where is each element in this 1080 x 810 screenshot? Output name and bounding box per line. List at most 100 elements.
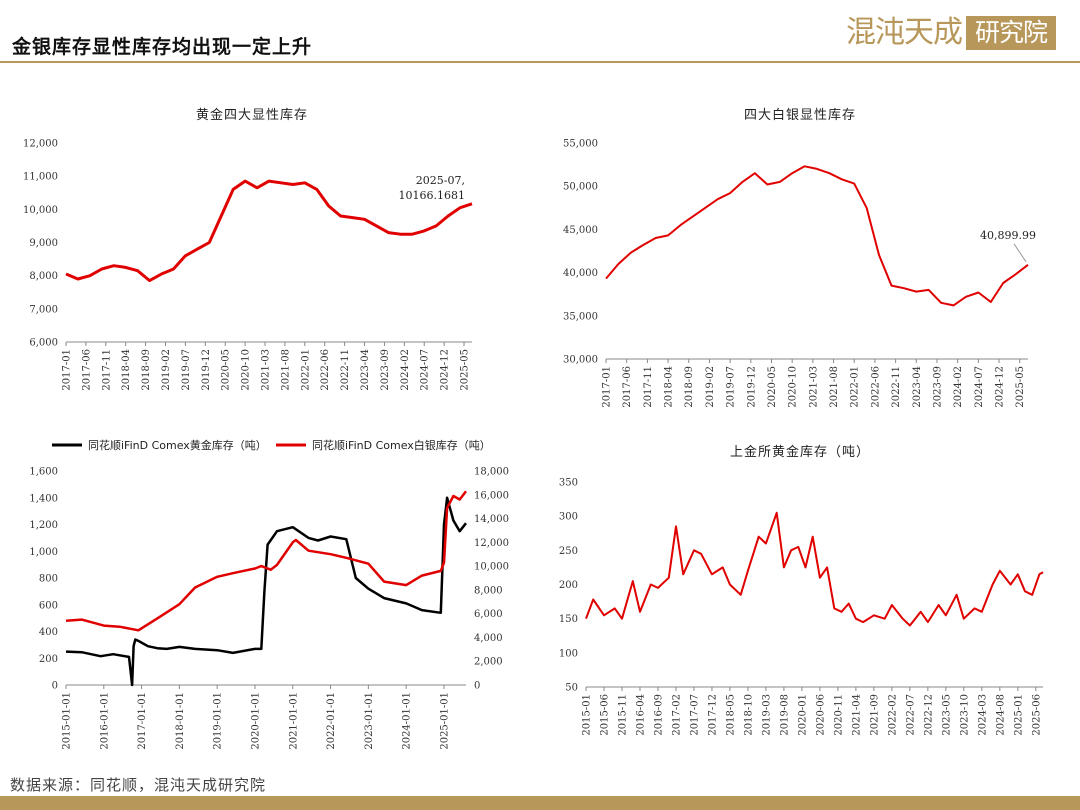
gold4-x-tick-15: 2023-04 [360, 349, 371, 391]
sge-yleft-tick-0: 50 [565, 683, 578, 694]
silver4-yleft-tick-5: 55,000 [563, 139, 598, 150]
silver4-x-tick-3: 2018-04 [664, 366, 675, 408]
silver4-x-tick-5: 2019-02 [705, 366, 716, 408]
sge-x-tick-13: 2020-06 [815, 694, 826, 736]
comex-yright-tick-4: 8,000 [474, 585, 503, 596]
gold4-x-tick-10: 2021-03 [261, 349, 272, 391]
comex-x-tick-7: 2022-01-01 [326, 692, 337, 750]
sge-yleft-tick-6: 350 [559, 478, 578, 489]
gold4-x-tick-5: 2019-02 [161, 349, 172, 391]
sge-x-tick-9: 2018-10 [743, 694, 754, 736]
silver4-x-tick-0: 2017-01 [602, 366, 613, 408]
sge-x-tick-22: 2024-03 [977, 694, 988, 736]
gold4-title: 黄金四大显性库存 [196, 107, 308, 123]
brand-logo: 混沌天成 研究院 [846, 14, 1056, 52]
silver4-x-tick-1: 2017-06 [622, 366, 633, 408]
silver4-yleft-tick-2: 40,000 [563, 268, 598, 279]
comex-yright-tick-2: 4,000 [474, 633, 503, 644]
comex-series-line-0 [65, 496, 467, 687]
sge-x-tick-8: 2018-05 [725, 694, 736, 736]
gold4-x-tick-8: 2020-05 [221, 349, 232, 391]
gold4-annotation-line-1: 10166.1681 [399, 189, 465, 202]
comex-x-tick-2: 2017-01-01 [137, 692, 148, 750]
gold4-yleft-tick-5: 11,000 [23, 172, 58, 183]
gold4-annotation-line-0: 2025-07, [416, 174, 465, 187]
comex-yright-tick-7: 14,000 [474, 514, 509, 525]
sge-x-tick-6: 2017-07 [689, 694, 700, 736]
sge-x-tick-0: 2015-01 [582, 694, 593, 736]
gold4-series-line [65, 179, 473, 283]
comex-yleft-tick-8: 1,600 [29, 467, 58, 478]
gold4-yleft-tick-3: 9,000 [29, 238, 58, 249]
sge-yleft-tick-5: 300 [559, 512, 578, 523]
silver4-yleft-tick-0: 30,000 [563, 355, 598, 366]
silver4-x-tick-4: 2018-09 [684, 366, 695, 408]
gold4-yleft-tick-6: 12,000 [23, 139, 58, 150]
sge-x-tick-7: 2017-12 [707, 694, 718, 736]
sge-title: 上金所黄金库存（吨） [730, 444, 870, 460]
silver4-x-tick-19: 2024-12 [995, 366, 1006, 408]
comex-yleft-tick-1: 200 [39, 654, 58, 665]
comex-yright-tick-8: 16,000 [474, 490, 509, 501]
gold4-yleft-tick-2: 8,000 [29, 271, 58, 282]
logo-brush-text: 混沌天成 [846, 15, 963, 50]
silver4-yleft-tick-3: 45,000 [563, 225, 598, 236]
comex-x-tick-3: 2018-01-01 [175, 692, 186, 750]
footer-bar [0, 796, 1080, 810]
comex-x-tick-0: 2015-01-01 [62, 692, 73, 750]
sge-x-tick-21: 2023-10 [959, 694, 970, 736]
gold4-yleft-tick-1: 7,000 [29, 304, 58, 315]
comex-yleft-tick-5: 1,000 [29, 547, 58, 558]
sge-x-tick-17: 2022-02 [887, 694, 898, 736]
comex-yright-tick-9: 18,000 [474, 467, 509, 478]
silver4-x-tick-16: 2023-09 [932, 366, 943, 408]
comex-yleft-tick-6: 1,200 [29, 520, 58, 531]
gold4-x-tick-4: 2018-09 [141, 349, 152, 391]
comex-series-line-1 [65, 490, 467, 632]
comex-yleft-tick-4: 800 [39, 574, 58, 585]
sge-x-tick-24: 2025-01 [1013, 694, 1024, 736]
comex-yright-tick-3: 6,000 [474, 609, 503, 620]
gold4-x-tick-16: 2023-09 [380, 349, 391, 391]
comex-legend-label-1: 同花顺iFinD Comex白银库存（吨） [312, 438, 491, 452]
comex-x-tick-1: 2016-01-01 [99, 692, 110, 750]
logo-stamp: 研究院 [966, 16, 1056, 50]
comex-x-tick-8: 2023-01-01 [364, 692, 375, 750]
gold4-x-tick-1: 2017-06 [81, 349, 92, 391]
gold4-x-tick-14: 2022-11 [340, 349, 351, 391]
comex-yleft-tick-2: 400 [39, 627, 58, 638]
sge-x-tick-3: 2016-04 [635, 694, 646, 736]
comex-x-tick-4: 2019-01-01 [213, 692, 224, 750]
silver4-annotation-label: 40,899.99 [980, 229, 1036, 242]
gold4-x-tick-3: 2018-04 [121, 349, 132, 391]
silver4-x-tick-11: 2021-08 [829, 366, 840, 408]
comex-yright-tick-6: 12,000 [474, 538, 509, 549]
silver4-x-tick-6: 2019-07 [726, 366, 737, 408]
silver4-x-tick-9: 2020-10 [788, 366, 799, 408]
gold4-x-tick-9: 2020-10 [241, 349, 252, 391]
sge-yleft-tick-4: 250 [559, 546, 578, 557]
gold4-x-tick-6: 2019-07 [181, 349, 192, 391]
comex-yright-tick-1: 2,000 [474, 657, 503, 668]
header-divider [0, 61, 1080, 63]
comex-yright-tick-0: 0 [474, 681, 480, 692]
sge-x-tick-11: 2019-08 [779, 694, 790, 736]
gold4-yleft-tick-4: 10,000 [23, 205, 58, 216]
sge-x-tick-25: 2025-06 [1031, 694, 1042, 736]
sge-x-tick-18: 2022-07 [905, 694, 916, 736]
comex-x-tick-9: 2024-01-01 [402, 692, 413, 750]
silver4-x-tick-17: 2024-02 [953, 366, 964, 408]
sge-yleft-tick-3: 200 [559, 580, 578, 591]
silver4-x-tick-7: 2019-12 [746, 366, 757, 408]
silver4-x-tick-8: 2020-05 [767, 366, 778, 408]
silver4-x-tick-15: 2023-04 [912, 366, 923, 408]
gold4-x-tick-19: 2024-12 [440, 349, 451, 391]
comex-yleft-tick-7: 1,400 [29, 493, 58, 504]
silver4-x-tick-14: 2022-11 [891, 366, 902, 408]
sge-x-tick-4: 2016-09 [653, 694, 664, 736]
sge-x-tick-10: 2019-03 [761, 694, 772, 736]
comex-x-tick-5: 2020-01-01 [250, 692, 261, 750]
